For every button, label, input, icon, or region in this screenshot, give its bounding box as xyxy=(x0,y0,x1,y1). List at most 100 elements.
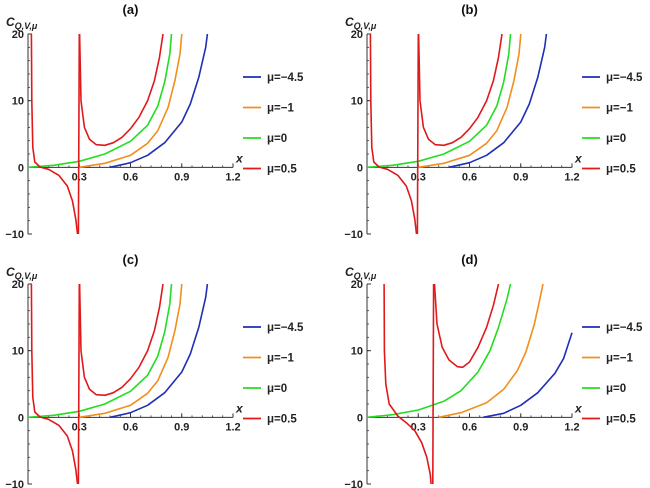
legend-entry: μ=0 xyxy=(267,383,287,395)
x-tick-label: 1.2 xyxy=(225,171,240,183)
legend-entry: μ=−4.5 xyxy=(267,72,304,84)
x-axis-label: x xyxy=(574,151,583,165)
y-axis-label: CQ,V,μ xyxy=(345,265,377,281)
y-axis-label: CQ,V,μ xyxy=(6,15,38,31)
chart-panel-3: (c)CQ,V,μx0.3 0.6 0.9 1.220100−10μ=−4.5μ=−1… xyxy=(5,252,304,488)
legend-entry: μ=0.5 xyxy=(267,414,297,426)
series-line xyxy=(30,284,79,484)
series-1 xyxy=(109,34,209,169)
legend-entry: μ=−1 xyxy=(267,103,294,115)
x-tick-label: 0.9 xyxy=(174,421,189,433)
series-line xyxy=(28,284,173,419)
y-tick-label: −10 xyxy=(5,479,24,488)
y-axis-label: CQ,V,μ xyxy=(345,15,377,31)
x-tick-label: 0.6 xyxy=(462,421,477,433)
x-tick-label: 1.2 xyxy=(564,421,579,433)
legend-entry: μ=−1 xyxy=(267,353,294,365)
legend: μ=−4.5 μ=−1 μ=0 μ=0.5 xyxy=(582,72,643,176)
y-tick-label: 0 xyxy=(18,162,24,174)
y-tick-label: 10 xyxy=(12,96,24,108)
legend: μ=−4.5 μ=−1 μ=0 μ=0.5 xyxy=(582,322,643,426)
y-tick-label: 0 xyxy=(357,412,363,424)
legend: μ=−4.5 μ=−1 μ=0 μ=0.5 xyxy=(243,72,304,176)
panel-label: (d) xyxy=(461,252,478,267)
series-3 xyxy=(367,284,512,419)
series-3 xyxy=(28,284,173,419)
series-2 xyxy=(418,34,522,169)
y-tick-label: 20 xyxy=(351,279,363,291)
x-tick-label: 0.9 xyxy=(513,171,528,183)
panel-label: (b) xyxy=(461,2,478,17)
series-1 xyxy=(483,332,573,419)
legend: μ=−4.5 μ=−1 μ=0 μ=0.5 xyxy=(243,322,304,426)
x-axis-label: x xyxy=(574,401,583,415)
series-line xyxy=(77,34,81,234)
series-line xyxy=(369,34,418,234)
y-axis-label-main: C xyxy=(6,15,15,29)
series-line xyxy=(383,284,432,484)
series-4 xyxy=(30,284,164,484)
series-2 xyxy=(438,284,544,419)
series-2 xyxy=(79,284,183,419)
series-line xyxy=(432,284,435,484)
y-axis-label-subscript: Q,V,μ xyxy=(354,271,377,281)
series-line xyxy=(78,284,164,397)
x-tick-label: 0.9 xyxy=(174,171,189,183)
chart-panel-2: (b)CQ,V,μx0.3 0.6 0.9 1.220100−10μ=−4.5μ=−1… xyxy=(344,2,643,241)
x-tick-label: 0.6 xyxy=(123,171,138,183)
legend-entry: μ=−4.5 xyxy=(267,322,304,334)
series-line xyxy=(109,284,209,419)
y-tick-label: 0 xyxy=(357,162,363,174)
y-axis-label: CQ,V,μ xyxy=(6,265,38,281)
x-axis-label: x xyxy=(235,151,244,165)
panel-label: (a) xyxy=(123,2,139,17)
series-line xyxy=(77,284,81,484)
series-line xyxy=(433,284,500,369)
x-tick-label: 0.6 xyxy=(462,171,477,183)
panel-label: (c) xyxy=(123,252,139,267)
series-line xyxy=(28,34,173,169)
y-axis-label-main: C xyxy=(6,265,15,279)
y-axis-label-subscript: Q,V,μ xyxy=(354,21,377,31)
series-line xyxy=(483,332,573,419)
x-tick-label: 0.6 xyxy=(123,421,138,433)
legend-entry: μ=−4.5 xyxy=(606,322,643,334)
y-tick-label: 20 xyxy=(351,29,363,41)
x-tick-label: 0.9 xyxy=(513,421,528,433)
legend-entry: μ=0.5 xyxy=(606,164,636,176)
series-line xyxy=(417,34,503,147)
series-line xyxy=(418,34,522,169)
series-4 xyxy=(369,34,503,234)
legend-entry: μ=0.5 xyxy=(267,164,297,176)
series-line xyxy=(109,34,209,169)
y-tick-label: 10 xyxy=(351,346,363,358)
y-tick-label: 10 xyxy=(12,346,24,358)
y-tick-label: 20 xyxy=(12,279,24,291)
y-tick-label: −10 xyxy=(344,479,363,488)
series-line xyxy=(416,34,420,234)
series-1 xyxy=(109,284,209,419)
y-tick-label: 20 xyxy=(12,29,24,41)
y-axis-label-main: C xyxy=(345,15,354,29)
x-axis-label: x xyxy=(235,401,244,415)
series-line xyxy=(367,284,512,419)
series-4 xyxy=(30,34,164,234)
series-1 xyxy=(448,34,548,169)
series-line xyxy=(79,34,183,169)
x-tick-label: 0.3 xyxy=(411,421,426,433)
series-line xyxy=(79,284,183,419)
y-tick-label: 0 xyxy=(18,412,24,424)
series-line xyxy=(78,34,164,147)
chart-panel-4: (d) CQ,V,μ x 0.3 0.6 0.9 1.2 20 10 0 −10 μ=−4.5 μ=−1… xyxy=(344,252,643,488)
legend-entry: μ=−4.5 xyxy=(606,72,643,84)
legend-entry: μ=−1 xyxy=(606,353,633,365)
series-line xyxy=(438,284,544,419)
series-3 xyxy=(367,34,512,169)
series-2 xyxy=(79,34,183,169)
x-tick-label: 1.2 xyxy=(225,421,240,433)
y-tick-label: −10 xyxy=(344,229,363,241)
legend-entry: μ=0 xyxy=(606,383,626,395)
y-axis-label-subscript: Q,V,μ xyxy=(15,271,38,281)
y-tick-label: −10 xyxy=(5,229,24,241)
